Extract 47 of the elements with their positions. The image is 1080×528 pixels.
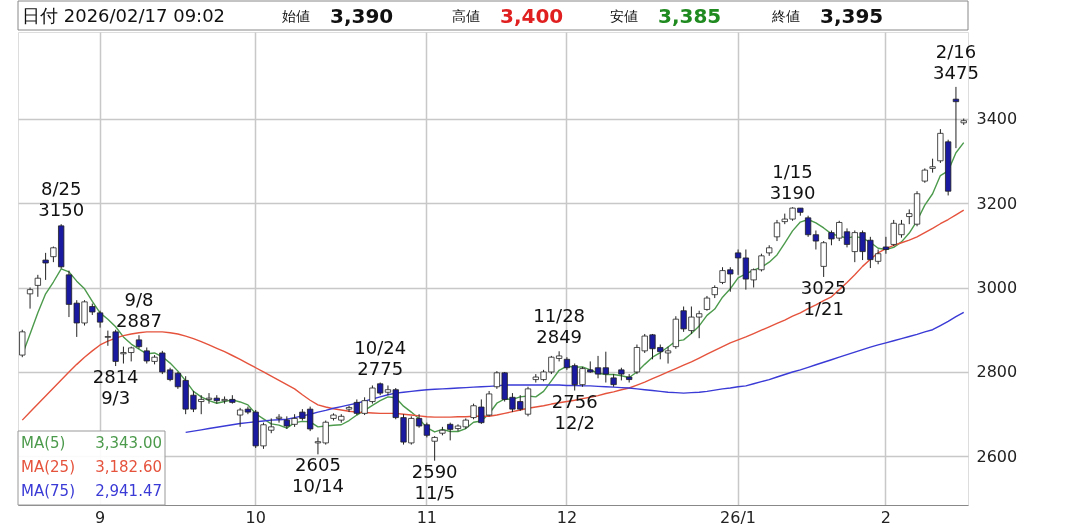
candlestick <box>882 236 890 255</box>
candlestick <box>820 240 827 278</box>
text: 高値 <box>452 8 480 24</box>
text: MA(5) <box>21 434 66 452</box>
y-tick-label: 3400 <box>976 109 1018 129</box>
annotation: 2605 10/14 <box>292 454 344 497</box>
y-tick-label: 2800 <box>976 362 1018 382</box>
annotation: 11/28 2849 <box>533 305 586 348</box>
text: 3,385 <box>658 4 722 28</box>
candlestick <box>804 215 812 238</box>
candlestick <box>812 229 820 250</box>
annotation: 1/15 3190 <box>769 161 816 204</box>
annotation: 2,941.47 <box>95 482 162 500</box>
candlestick <box>773 219 781 242</box>
y-tick-label: 3200 <box>976 193 1018 213</box>
text: 終値 <box>771 8 800 24</box>
annotation: 2590 11/5 <box>411 460 458 503</box>
x-tick-label: 9 <box>94 507 106 527</box>
candlestick <box>431 435 438 462</box>
x-tick-label: 11 <box>416 507 438 527</box>
annotation: 10/24 2775 <box>354 336 407 379</box>
text: 3,390 <box>330 4 394 28</box>
text: MA(25) <box>21 458 75 476</box>
annotation: 9/8 2887 <box>116 289 162 332</box>
annotation: 3,182.60 <box>95 458 162 476</box>
text: 3,400 <box>500 4 564 28</box>
candlestick <box>34 274 41 298</box>
text: 日付 2026/02/17 09:02 <box>22 5 226 26</box>
annotation: 3,343.00 <box>95 434 162 452</box>
candlestick <box>42 252 49 281</box>
text: MA(75) <box>21 482 75 500</box>
text: 3,395 <box>820 4 884 28</box>
annotation: 2814 9/3 <box>92 366 139 409</box>
x-tick-label: 12 <box>556 507 578 527</box>
candlestick <box>275 413 283 424</box>
text: 安値 <box>610 8 638 24</box>
text: 始値 <box>282 8 310 24</box>
candlestick <box>19 329 26 358</box>
annotation: 8/25 3150 <box>38 178 85 221</box>
y-tick-label: 3000 <box>976 278 1018 297</box>
x-tick-label: 26/1 <box>720 507 757 527</box>
y-tick-label: 2600 <box>976 446 1018 466</box>
candlestick <box>952 86 960 149</box>
x-tick-label: 10 <box>245 507 266 527</box>
annotation: 2/16 3475 <box>933 40 979 83</box>
candlestick <box>26 287 34 310</box>
x-tick-label: 2 <box>880 507 892 527</box>
